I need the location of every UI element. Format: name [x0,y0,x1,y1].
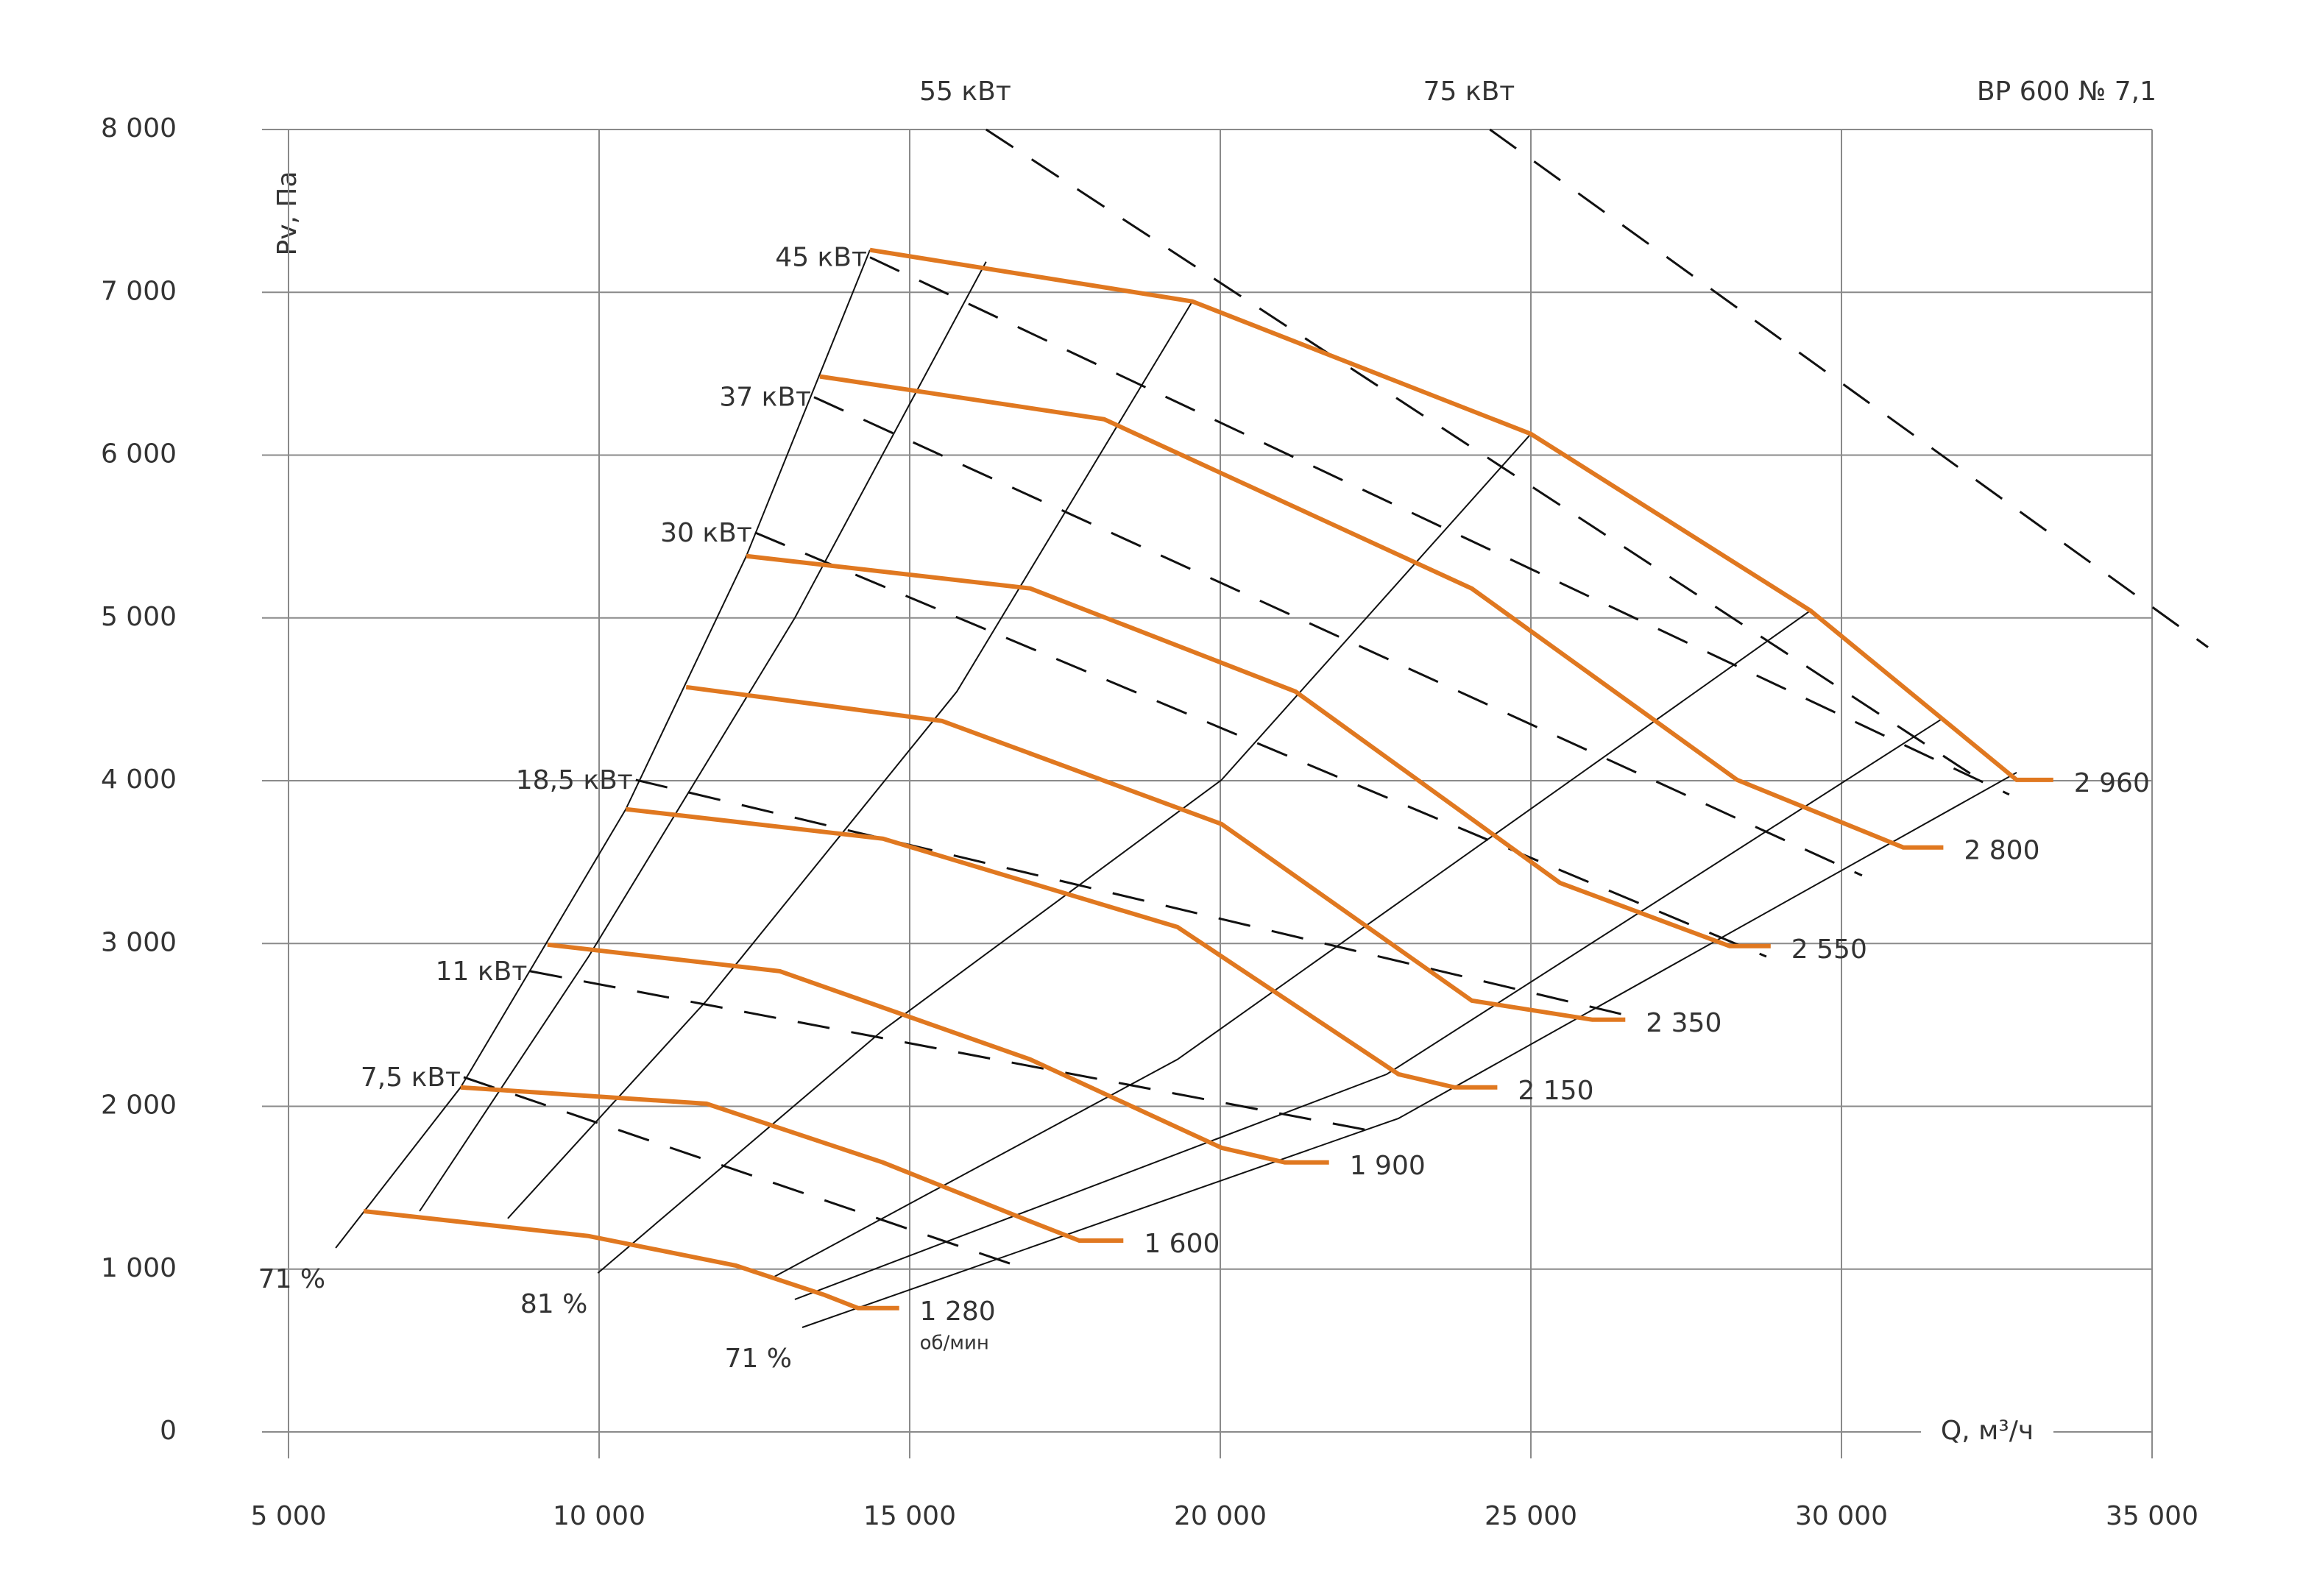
efficiency-line [419,261,987,1212]
power-label: 37 кВт [719,383,811,413]
speed-label: 2 800 [1964,836,2039,866]
x-tick-label: 35 000 [2106,1501,2198,1531]
efficiency-line [794,717,1944,1300]
speed-curve [746,553,1771,948]
y-tick-label: 3 000 [101,927,177,957]
power-line [635,779,1627,1017]
efficiency-line [507,301,1193,1219]
efficiency-line [772,609,1811,1278]
speed-curve [460,1085,1124,1243]
y-tick-label: 4 000 [101,765,177,795]
y-tick-label: 5 000 [101,602,177,632]
efficiency-label: 71 % [258,1264,325,1294]
speed-label: 2 150 [1518,1076,1593,1106]
x-tick-label: 5 000 [250,1501,326,1531]
y-tick-label: 1 000 [101,1253,177,1283]
chart-title: ВР 600 № 7,1 [1977,77,2156,107]
power-line [985,128,1981,781]
power-label: 7,5 кВт [361,1063,461,1093]
efficiency-line [802,772,2017,1328]
speed-unit: об/мин [920,1332,989,1354]
x-tick-label: 30 000 [1795,1501,1888,1531]
power-label: 55 кВт [919,77,1011,107]
speed-curve [547,942,1329,1165]
speed-label: 1 600 [1144,1229,1220,1259]
speed-curve [363,1209,899,1311]
speed-curve [625,806,1498,1090]
power-label: 45 кВт [775,243,867,273]
power-label: 18,5 кВт [516,765,633,795]
power-line [869,256,2010,796]
efficiency-label: 71 % [725,1344,792,1374]
y-tick-label: 6 000 [101,439,177,469]
x-tick-label: 20 000 [1174,1501,1267,1531]
speed-curve [869,247,2053,782]
power-line [1489,128,2209,648]
x-tick-label: 10 000 [553,1501,645,1531]
y-tick-label: 0 [160,1416,177,1446]
y-tick-label: 2 000 [101,1090,177,1121]
speed-label: 2 550 [1791,934,1867,965]
efficiency-line [597,433,1532,1274]
power-line [754,531,1767,958]
speed-label: 1 280 [920,1297,996,1327]
power-label: 11 кВт [436,957,528,987]
power-label: 30 кВт [660,518,752,548]
y-tick-label: 8 000 [101,113,177,143]
x-axis-label: Q, м³/ч [1941,1416,2034,1446]
speed-curve [819,374,1944,850]
speed-label: 2 350 [1646,1008,1722,1038]
x-label-bg [1921,1413,2053,1451]
power-line [530,970,1384,1135]
efficiency-label: 81 % [520,1289,587,1319]
power-label: 75 кВт [1423,77,1515,107]
x-tick-label: 15 000 [863,1501,956,1531]
y-tick-label: 7 000 [101,276,177,306]
speed-label: 2 960 [2074,768,2150,798]
power-line [463,1076,1016,1267]
power-line [813,396,1863,877]
y-axis-label: Pv, Па [272,171,302,255]
x-tick-label: 25 000 [1485,1501,1577,1531]
speed-curve [685,684,1626,1022]
speed-label: 1 900 [1350,1151,1426,1181]
